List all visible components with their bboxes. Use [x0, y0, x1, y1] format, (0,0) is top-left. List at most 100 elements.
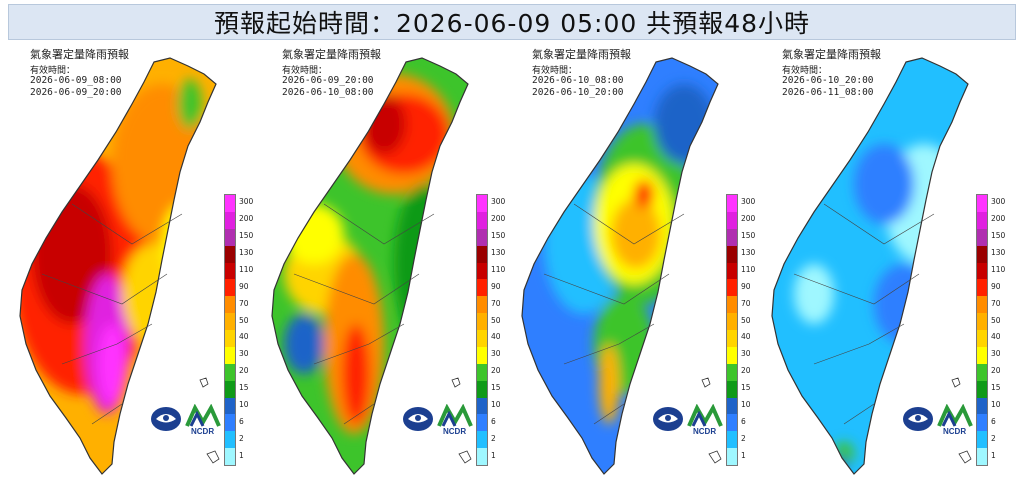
colorbar-tick-label: 200 — [491, 214, 506, 224]
colorbar-swatch — [225, 330, 235, 347]
ncdr-logo-text: NCDR — [943, 427, 967, 436]
colorbar-swatch — [225, 431, 235, 449]
colorbar-tick-label: 40 — [491, 332, 501, 342]
colorbar-swatch — [977, 380, 987, 398]
colorbar-swatch — [977, 245, 987, 263]
colorbar-tick-label: 110 — [991, 264, 1006, 274]
colorbar-swatch — [727, 296, 737, 314]
colorbar-tick-label: 90 — [491, 281, 501, 291]
colorbar-tick-label: 150 — [239, 231, 254, 241]
cwa-logo-icon — [151, 407, 181, 431]
colorbar-swatch — [477, 211, 487, 229]
colorbar-tick-label: 70 — [491, 298, 501, 308]
rainfall-colorbar — [726, 194, 738, 466]
colorbar-swatch — [727, 195, 737, 212]
valid-start: 2026-06-10_20:00 — [782, 75, 874, 86]
rainfall-map — [19, 57, 220, 475]
colorbar-tick-label: 30 — [491, 349, 501, 359]
colorbar-swatch — [977, 262, 987, 280]
valid-start: 2026-06-09_08:00 — [30, 75, 122, 86]
colorbar-swatch — [727, 313, 737, 330]
colorbar-tick-label: 6 — [741, 416, 746, 426]
colorbar-swatch — [977, 228, 987, 246]
colorbar-tick-label: 40 — [239, 332, 249, 342]
colorbar-swatch — [477, 330, 487, 347]
rainfall-map — [271, 57, 472, 475]
panel-title: 氣象署定量降雨預報 — [782, 48, 881, 61]
forecast-panel-2: 氣象署定量降雨預報 有效時間： 2026-06-09_20:00 2026-06-10… — [254, 44, 506, 492]
colorbar-swatch — [225, 380, 235, 398]
ncdr-logo-icon — [687, 404, 723, 427]
colorbar-swatch — [977, 448, 987, 465]
colorbar-tick-label: 130 — [741, 248, 756, 258]
colorbar-swatch — [727, 363, 737, 381]
colorbar-tick-label: 50 — [741, 315, 751, 325]
colorbar-swatch — [477, 279, 487, 297]
colorbar-tick-label: 1 — [741, 450, 746, 460]
colorbar-swatch — [477, 414, 487, 432]
colorbar-tick-label: 200 — [991, 214, 1006, 224]
colorbar-swatch — [977, 279, 987, 297]
colorbar-tick-label: 6 — [239, 416, 244, 426]
valid-end: 2026-06-10_20:00 — [532, 87, 624, 98]
colorbar-swatch — [727, 431, 737, 449]
colorbar-swatch — [977, 330, 987, 347]
forecast-panel-1: 氣象署定量降雨預報 有效時間： 2026-06-09_08:00 2026-06-09… — [2, 44, 254, 492]
cwa-logo-icon — [653, 407, 683, 431]
colorbar-tick-label: 90 — [239, 281, 249, 291]
colorbar-tick-label: 10 — [491, 399, 501, 409]
panel-title: 氣象署定量降雨預報 — [532, 48, 631, 61]
valid-end: 2026-06-09_20:00 — [30, 87, 122, 98]
forecast-panel-3: 氣象署定量降雨預報 有效時間： 2026-06-10_08:00 2026-06-10… — [504, 44, 756, 492]
colorbar-tick-label: 20 — [991, 366, 1001, 376]
valid-time-label: 有效時間： — [532, 66, 578, 76]
taiwan-outline — [771, 57, 969, 475]
colorbar-swatch — [477, 363, 487, 381]
title-banner: 預報起始時間：2026-06-09 05:00 共預報48小時 — [8, 4, 1016, 40]
colorbar-tick-label: 20 — [239, 366, 249, 376]
colorbar-swatch — [977, 431, 987, 449]
colorbar-swatch — [225, 262, 235, 280]
colorbar-tick-label: 15 — [991, 383, 1001, 393]
valid-end: 2026-06-11_08:00 — [782, 87, 874, 98]
colorbar-tick-label: 20 — [491, 366, 501, 376]
colorbar-swatch — [977, 195, 987, 212]
colorbar-tick-label: 1 — [491, 450, 496, 460]
colorbar-tick-label: 2 — [239, 433, 244, 443]
colorbar-tick-label: 200 — [741, 214, 756, 224]
colorbar-swatch — [477, 448, 487, 465]
colorbar-tick-label: 2 — [741, 433, 746, 443]
colorbar-swatch — [477, 380, 487, 398]
colorbar-swatch — [225, 346, 235, 364]
colorbar-tick-label: 2 — [991, 433, 996, 443]
colorbar-swatch — [477, 245, 487, 263]
panel-title: 氣象署定量降雨預報 — [30, 48, 129, 61]
colorbar-tick-label: 130 — [991, 248, 1006, 258]
colorbar-swatch — [727, 245, 737, 263]
ncdr-logo-text: NCDR — [443, 427, 467, 436]
colorbar-tick-label: 50 — [991, 315, 1001, 325]
colorbar-swatch — [225, 296, 235, 314]
colorbar-swatch — [727, 211, 737, 229]
valid-time-label: 有效時間： — [282, 66, 328, 76]
colorbar-tick-label: 150 — [991, 231, 1006, 241]
colorbar-tick-label: 15 — [741, 383, 751, 393]
colorbar-swatch — [727, 262, 737, 280]
rainfall-colorbar — [976, 194, 988, 466]
colorbar-swatch — [225, 397, 235, 415]
rainfall-colorbar — [476, 194, 488, 466]
colorbar-swatch — [477, 346, 487, 364]
valid-end: 2026-06-10_08:00 — [282, 87, 374, 98]
taiwan-outline — [19, 57, 217, 475]
colorbar-swatch — [225, 363, 235, 381]
colorbar-swatch — [225, 279, 235, 297]
colorbar-swatch — [727, 397, 737, 415]
ncdr-logo-text: NCDR — [693, 427, 717, 436]
ncdr-logo-text: NCDR — [191, 427, 215, 436]
colorbar-swatch — [977, 313, 987, 330]
colorbar-swatch — [225, 313, 235, 330]
colorbar-swatch — [727, 448, 737, 465]
colorbar-tick-label: 110 — [491, 264, 506, 274]
colorbar-tick-label: 90 — [991, 281, 1001, 291]
valid-start: 2026-06-10_08:00 — [532, 75, 624, 86]
